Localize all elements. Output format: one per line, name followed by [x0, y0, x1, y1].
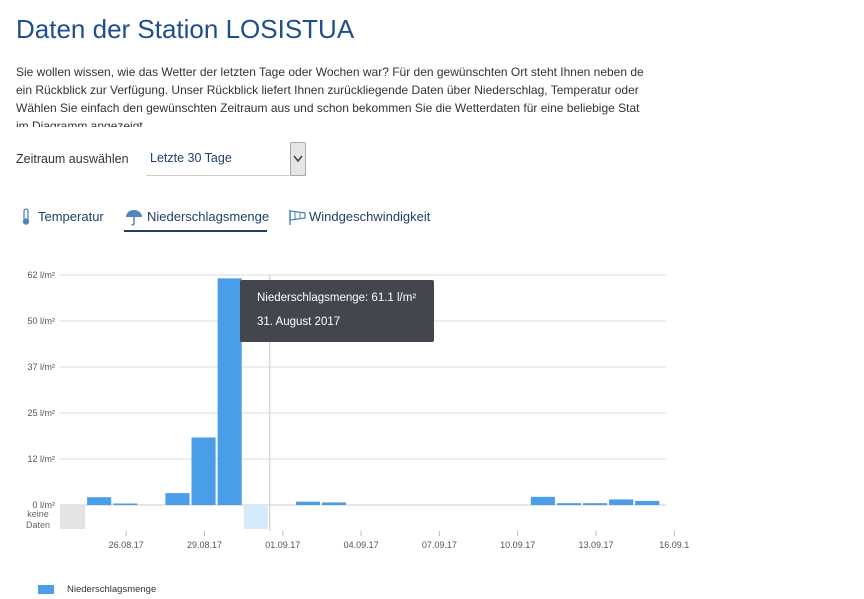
bar — [322, 502, 347, 505]
x-tick-label: 13.09.17 — [578, 540, 613, 550]
tab-label: Temperatur — [38, 209, 104, 224]
no-data-label: keine Daten — [26, 509, 50, 530]
x-tick-label: 07.09.17 — [422, 540, 457, 550]
tab-windgeschwindigkeit[interactable]: Windgeschwindigkeit — [288, 206, 430, 230]
tab-label: Windgeschwindigkeit — [309, 209, 431, 224]
chevron-down-icon — [293, 155, 303, 163]
bar — [217, 278, 242, 505]
bar — [556, 503, 581, 505]
legend-label: Niederschlagsmenge — [67, 584, 157, 595]
page-title: Daten der Station LOSISTUA — [16, 14, 355, 44]
no-data-label-line: Daten — [26, 520, 50, 530]
thermometer-icon — [20, 208, 32, 229]
y-tick-label: 25 l/m² — [27, 408, 55, 418]
bar — [87, 497, 112, 505]
intro-line: Sie wollen wissen, wie das Wetter der le… — [16, 65, 644, 79]
bar — [583, 503, 608, 505]
no-data-area — [60, 505, 86, 529]
intro-line: Wählen Sie einfach den gewünschten Zeitr… — [16, 101, 640, 115]
tooltip-value: Niederschlagsmenge: 61.1 l/m² — [257, 292, 417, 304]
period-select-value: Letzte 30 Tage — [150, 151, 232, 165]
bar — [295, 501, 320, 505]
period-dropdown-button[interactable] — [290, 142, 306, 176]
intro-line: im Diagramm angezeigt. — [16, 119, 147, 127]
bar — [609, 499, 634, 505]
tab-label: Niederschlagsmenge — [147, 209, 270, 224]
x-tick-label: 04.09.17 — [344, 540, 379, 550]
umbrella-icon — [124, 208, 144, 229]
x-tick-label: 16.09.1 — [659, 540, 689, 550]
bar — [191, 437, 216, 505]
highlight-band — [243, 505, 268, 529]
tooltip-date: 31. August 2017 — [257, 316, 341, 328]
y-tick-label: 62 l/m² — [27, 270, 55, 280]
y-tick-label: 12 l/m² — [27, 454, 55, 464]
x-tick-label: 29.08.17 — [187, 540, 222, 550]
x-tick-label: 10.09.17 — [500, 540, 535, 550]
chart-tooltip: Niederschlagsmenge: 61.1 l/m² 31. August… — [240, 280, 434, 342]
intro-line: ein Rückblick zur Verfügung. Unser Rückb… — [16, 83, 639, 97]
y-tick-label: 50 l/m² — [27, 316, 55, 326]
no-data-label-line: keine — [27, 509, 49, 519]
legend-swatch — [38, 585, 54, 594]
tab-niederschlagsmenge[interactable]: Niederschlagsmenge — [124, 206, 270, 232]
x-tick-label: 26.08.17 — [109, 540, 144, 550]
period-select[interactable]: Letzte 30 Tage — [146, 142, 306, 176]
windsock-icon — [288, 208, 308, 229]
bar — [113, 503, 138, 505]
tab-temperatur[interactable]: Temperatur — [20, 206, 108, 230]
y-tick-label: 37 l/m² — [27, 362, 55, 372]
bar — [165, 493, 190, 505]
bar — [530, 496, 555, 505]
period-label: Zeitraum auswählen — [16, 152, 129, 166]
intro-text: Sie wollen wissen, wie das Wetter der le… — [16, 63, 667, 127]
y-tick-label: 0 l/m² — [33, 500, 56, 510]
bar — [635, 500, 660, 505]
x-tick-label: 01.09.17 — [265, 540, 300, 550]
